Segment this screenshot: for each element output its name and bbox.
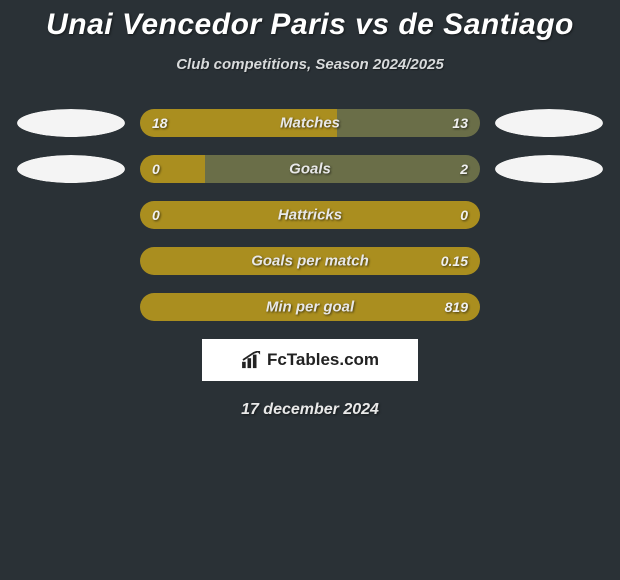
brand-label: FcTables.com [267,350,379,370]
spacer [17,247,125,275]
stat-label: Goals [289,161,331,178]
stat-value-left: 0 [152,161,160,177]
subtitle: Club competitions, Season 2024/2025 [0,56,620,73]
spacer [495,293,603,321]
stat-label: Hattricks [278,207,342,224]
spacer [495,247,603,275]
stats-area: Matches 18 13 Goals 0 2 Hattricks 0 0 Goals per m… [0,109,620,321]
stat-value-right: 0 [460,207,468,223]
stat-label: Min per goal [266,299,354,316]
stat-bar: Min per goal 819 [140,293,480,321]
spacer [495,201,603,229]
stat-label: Matches [280,115,340,132]
bar-left-segment [140,155,205,183]
stat-value-right: 2 [460,161,468,177]
page-title: Unai Vencedor Paris vs de Santiago [0,8,620,42]
stat-row: Matches 18 13 [0,109,620,137]
stat-label: Goals per match [251,253,369,270]
player-avatar-left [17,109,125,137]
bar-right-segment [205,155,480,183]
stat-row: Goals per match 0.15 [0,247,620,275]
player-avatar-left [17,155,125,183]
stat-row: Min per goal 819 [0,293,620,321]
stat-value-left: 18 [152,115,168,131]
stat-value-right: 0.15 [441,253,468,269]
date-label: 17 december 2024 [0,401,620,419]
stat-bar: Hattricks 0 0 [140,201,480,229]
stat-bar: Goals per match 0.15 [140,247,480,275]
brand-box[interactable]: FcTables.com [202,339,418,381]
stat-bar: Matches 18 13 [140,109,480,137]
chart-icon [241,351,263,369]
player-avatar-right [495,109,603,137]
player-avatar-right [495,155,603,183]
stat-row: Hattricks 0 0 [0,201,620,229]
stat-value-left: 0 [152,207,160,223]
stat-value-right: 819 [445,299,468,315]
spacer [17,201,125,229]
spacer [17,293,125,321]
stat-bar: Goals 0 2 [140,155,480,183]
stat-row: Goals 0 2 [0,155,620,183]
stat-value-right: 13 [452,115,468,131]
